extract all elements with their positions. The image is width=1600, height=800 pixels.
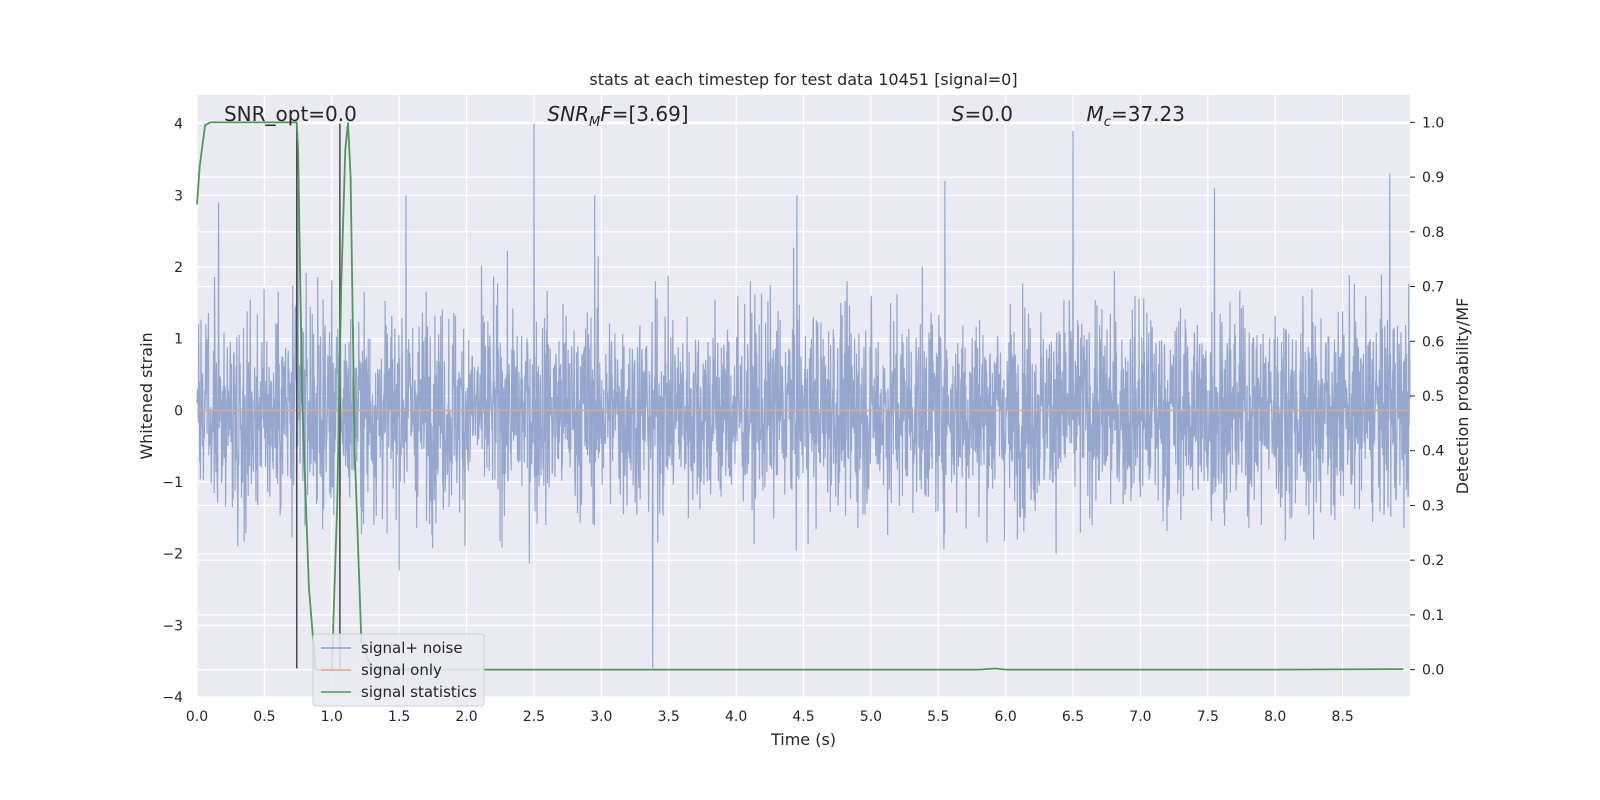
annotation-snr-opt-value: 0.0 bbox=[325, 102, 357, 126]
annotations: SNR_opt=0.0 SNRMF=[3.69] S=0.0 Mc=37.23 bbox=[224, 102, 1185, 130]
annotation-snr-mf-subscript: M bbox=[589, 115, 600, 130]
x-tick-label: 3.5 bbox=[658, 709, 680, 725]
x-tick-label: 4.5 bbox=[792, 709, 814, 725]
legend-label-signal-statistics: signal statistics bbox=[361, 683, 477, 701]
x-tick-label: 5.5 bbox=[927, 709, 949, 725]
y-axis-right-ticks: 1.0 0.9 0.8 0.7 0.6 0.5 0.4 0.3 0.2 0.1 0.0 bbox=[1410, 115, 1444, 679]
y-right-tick-label: 0.2 bbox=[1422, 553, 1444, 569]
y-tick-label: 2 bbox=[174, 260, 183, 276]
x-tick-label: 5.0 bbox=[860, 709, 882, 725]
y-right-tick-label: 0.9 bbox=[1422, 170, 1444, 186]
x-tick-label: 0.0 bbox=[186, 709, 208, 725]
annotation-s-eq: = bbox=[964, 102, 981, 126]
y-right-tick-label: 0.1 bbox=[1422, 608, 1444, 624]
x-tick-label: 6.0 bbox=[995, 709, 1017, 725]
annotation-s: S=0.0 bbox=[952, 102, 1013, 126]
annotation-snr-opt: SNR_opt=0.0 bbox=[224, 102, 357, 126]
x-tick-label: 7.0 bbox=[1129, 709, 1151, 725]
series-signal-statistics bbox=[196, 121, 1404, 671]
y-tick-label: 4 bbox=[174, 117, 183, 133]
y-axis-right-label: Detection probability/MF bbox=[1453, 298, 1472, 495]
annotation-snr-mf-prefix: SNR bbox=[547, 102, 589, 126]
x-axis-label: Time (s) bbox=[770, 730, 836, 749]
y-right-tick-label: 1.0 bbox=[1422, 115, 1444, 131]
annotation-snr-mf: SNRMF=[3.69] bbox=[547, 102, 688, 130]
annotation-snr-mf-suffix: F= bbox=[600, 102, 628, 126]
y-tick-label: −4 bbox=[162, 690, 183, 706]
legend-label-signal-noise: signal+ noise bbox=[361, 639, 463, 657]
x-tick-label: 8.5 bbox=[1331, 709, 1353, 725]
x-tick-label: 3.0 bbox=[590, 709, 612, 725]
y-tick-label: −1 bbox=[162, 475, 183, 491]
y-right-tick-label: 0.6 bbox=[1422, 334, 1444, 350]
chart-title: stats at each timestep for test data 104… bbox=[589, 70, 1017, 89]
legend-box bbox=[312, 633, 485, 707]
annotation-mc-eq: = bbox=[1111, 102, 1128, 126]
y-right-tick-label: 0.5 bbox=[1422, 389, 1444, 405]
y-right-tick-label: 0.7 bbox=[1422, 280, 1444, 296]
x-tick-label: 8.0 bbox=[1264, 709, 1286, 725]
x-tick-label: 7.5 bbox=[1197, 709, 1219, 725]
legend: signal+ noise signal only signal statist… bbox=[312, 633, 485, 707]
line-signal-noise bbox=[196, 123, 1411, 669]
annotation-mc-subscript: c bbox=[1104, 115, 1111, 130]
annotation-snr-opt-prefix: SNR_opt= bbox=[224, 102, 325, 126]
x-tick-label: 2.0 bbox=[455, 709, 477, 725]
y-tick-label: 1 bbox=[174, 332, 183, 348]
annotation-mc-value: 37.23 bbox=[1128, 102, 1185, 126]
y-right-tick-label: 0.8 bbox=[1422, 225, 1444, 241]
annotation-mc-prefix: M bbox=[1087, 102, 1104, 126]
annotation-s-prefix: S bbox=[952, 102, 965, 126]
y-tick-label: −3 bbox=[162, 618, 183, 634]
x-tick-label: 6.5 bbox=[1062, 709, 1084, 725]
y-tick-label: −2 bbox=[162, 547, 183, 563]
y-right-tick-label: 0.3 bbox=[1422, 498, 1444, 514]
y-axis-label: Whitened strain bbox=[137, 332, 156, 459]
line-signal-statistics bbox=[196, 121, 1404, 671]
annotation-mc: Mc=37.23 bbox=[1087, 102, 1185, 130]
x-axis-ticks: 0.0 0.5 1.0 1.5 2.0 2.5 3.0 3.5 4.0 4.5 5.0 5.5 6.0 6… bbox=[186, 709, 1354, 725]
series-signal-noise bbox=[196, 123, 1411, 669]
x-tick-label: 1.0 bbox=[321, 709, 343, 725]
y-tick-label: 3 bbox=[174, 188, 183, 204]
annotation-s-value: 0.0 bbox=[981, 102, 1013, 126]
x-tick-label: 4.0 bbox=[725, 709, 747, 725]
x-tick-label: 2.5 bbox=[523, 709, 545, 725]
y-right-tick-label: 0.4 bbox=[1422, 444, 1444, 460]
x-tick-label: 0.5 bbox=[253, 709, 275, 725]
y-tick-label: 0 bbox=[174, 403, 183, 419]
y-axis-ticks: 4 3 2 1 0 −1 −2 −3 −4 bbox=[162, 117, 183, 706]
legend-label-signal-only: signal only bbox=[361, 661, 442, 679]
y-right-tick-label: 0.0 bbox=[1422, 663, 1444, 679]
x-tick-label: 1.5 bbox=[388, 709, 410, 725]
annotation-snr-mf-value: [3.69] bbox=[628, 102, 688, 126]
